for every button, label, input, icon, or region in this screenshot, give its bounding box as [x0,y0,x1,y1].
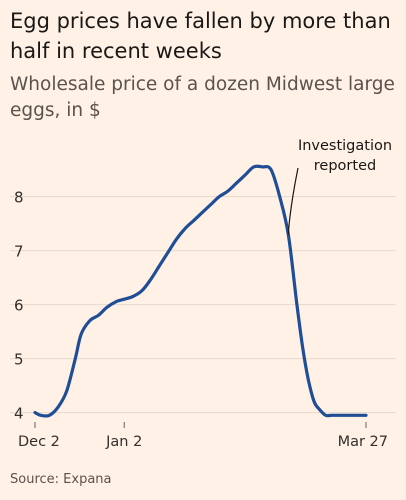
x-tick-label: Dec 2 [18,434,60,450]
x-axis-ticks: Dec 2 Jan 2 Mar 27 [18,422,388,450]
y-tick-label: 7 [14,243,24,261]
series-line-0 [33,164,368,418]
gridlines [10,196,396,414]
series-layer [33,164,368,418]
source-note: Source: Expana [10,472,112,487]
y-axis-ticks: 4 5 6 7 8 [14,189,24,423]
y-tick-label: 5 [14,351,24,369]
y-tick-label: 4 [14,405,24,423]
y-tick-label: 8 [14,189,24,207]
annotation-layer: Investigation reported [287,138,392,235]
chart-subtitle: Wholesale price of a dozen Midwest large… [10,74,395,121]
annotation-connector [287,167,299,235]
x-tick-label: Mar 27 [338,434,388,450]
y-tick-label: 6 [14,297,24,315]
annotation-text-line: reported [314,158,376,174]
chart-title: Egg prices have fallen by more than half… [10,9,391,63]
x-tick-label: Jan 2 [105,434,142,450]
annotation-text-line: Investigation [298,138,392,154]
